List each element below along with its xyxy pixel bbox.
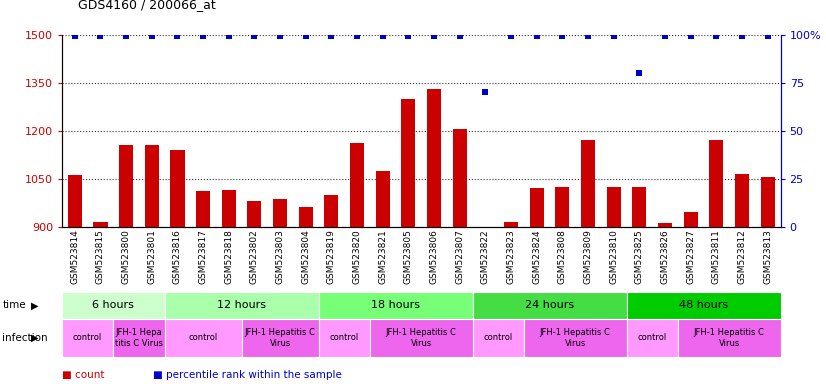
Point xyxy=(325,33,338,40)
Text: 18 hours: 18 hours xyxy=(371,300,420,310)
Point xyxy=(171,33,184,40)
Text: ▶: ▶ xyxy=(31,333,39,343)
Text: time: time xyxy=(2,300,26,310)
Point xyxy=(684,33,697,40)
Text: 48 hours: 48 hours xyxy=(679,300,729,310)
Point xyxy=(145,33,159,40)
Point xyxy=(69,33,82,40)
Point xyxy=(197,33,210,40)
Text: control: control xyxy=(330,333,358,343)
Bar xyxy=(627,319,678,357)
Point xyxy=(582,33,595,40)
Bar xyxy=(427,89,441,227)
Bar xyxy=(710,140,724,227)
Point xyxy=(401,33,415,40)
Bar xyxy=(241,319,319,357)
Text: control: control xyxy=(638,333,667,343)
Text: 24 hours: 24 hours xyxy=(525,300,574,310)
Bar xyxy=(247,201,262,227)
Bar xyxy=(62,292,164,319)
Bar xyxy=(504,222,518,227)
Text: ■ count: ■ count xyxy=(62,370,104,380)
Bar xyxy=(196,191,210,227)
Point xyxy=(556,33,569,40)
Bar xyxy=(606,187,621,227)
Bar xyxy=(555,187,569,227)
Bar xyxy=(658,223,672,227)
Text: ▶: ▶ xyxy=(31,300,39,310)
Bar xyxy=(273,199,287,227)
Point xyxy=(633,70,646,76)
Bar xyxy=(581,140,596,227)
Point xyxy=(505,33,518,40)
Text: infection: infection xyxy=(2,333,48,343)
Point xyxy=(761,33,774,40)
Text: JFH-1 Hepatitis C
Virus: JFH-1 Hepatitis C Virus xyxy=(694,328,765,348)
Point xyxy=(607,33,620,40)
Bar xyxy=(164,319,241,357)
Point xyxy=(479,89,492,95)
Bar xyxy=(68,175,82,227)
Bar xyxy=(627,292,781,319)
Point xyxy=(658,33,672,40)
Bar xyxy=(145,145,159,227)
Bar xyxy=(453,129,467,227)
Bar xyxy=(319,319,370,357)
Bar xyxy=(319,292,472,319)
Bar xyxy=(325,195,339,227)
Point xyxy=(94,33,107,40)
Point xyxy=(735,33,748,40)
Bar xyxy=(119,145,133,227)
Bar xyxy=(113,319,164,357)
Text: GDS4160 / 200066_at: GDS4160 / 200066_at xyxy=(78,0,216,12)
Bar xyxy=(761,177,775,227)
Point xyxy=(273,33,287,40)
Point xyxy=(222,33,235,40)
Text: control: control xyxy=(73,333,102,343)
Bar xyxy=(633,187,647,227)
Text: control: control xyxy=(484,333,513,343)
Text: ■ percentile rank within the sample: ■ percentile rank within the sample xyxy=(153,370,342,380)
Text: JFH-1 Hepatitis C
Virus: JFH-1 Hepatitis C Virus xyxy=(540,328,610,348)
Bar xyxy=(472,319,524,357)
Point xyxy=(453,33,467,40)
Bar xyxy=(221,190,236,227)
Bar xyxy=(62,319,113,357)
Bar xyxy=(524,319,627,357)
Point xyxy=(299,33,312,40)
Bar xyxy=(170,150,184,227)
Bar xyxy=(472,292,627,319)
Point xyxy=(350,33,363,40)
Text: JFH-1 Hepatitis C
Virus: JFH-1 Hepatitis C Virus xyxy=(386,328,457,348)
Text: 12 hours: 12 hours xyxy=(217,300,266,310)
Text: JFH-1 Hepa
titis C Virus: JFH-1 Hepa titis C Virus xyxy=(115,328,163,348)
Bar xyxy=(350,143,364,227)
Bar xyxy=(164,292,319,319)
Bar xyxy=(376,170,390,227)
Bar xyxy=(684,212,698,227)
Bar xyxy=(678,319,781,357)
Point xyxy=(530,33,544,40)
Bar xyxy=(735,174,749,227)
Point xyxy=(120,33,133,40)
Point xyxy=(428,33,441,40)
Text: 6 hours: 6 hours xyxy=(93,300,134,310)
Bar xyxy=(93,222,107,227)
Bar xyxy=(478,227,492,230)
Bar xyxy=(401,99,415,227)
Point xyxy=(248,33,261,40)
Point xyxy=(710,33,723,40)
Text: JFH-1 Hepatitis C
Virus: JFH-1 Hepatitis C Virus xyxy=(244,328,316,348)
Bar xyxy=(299,207,313,227)
Bar xyxy=(529,188,544,227)
Point xyxy=(376,33,389,40)
Bar xyxy=(370,319,472,357)
Text: control: control xyxy=(188,333,218,343)
